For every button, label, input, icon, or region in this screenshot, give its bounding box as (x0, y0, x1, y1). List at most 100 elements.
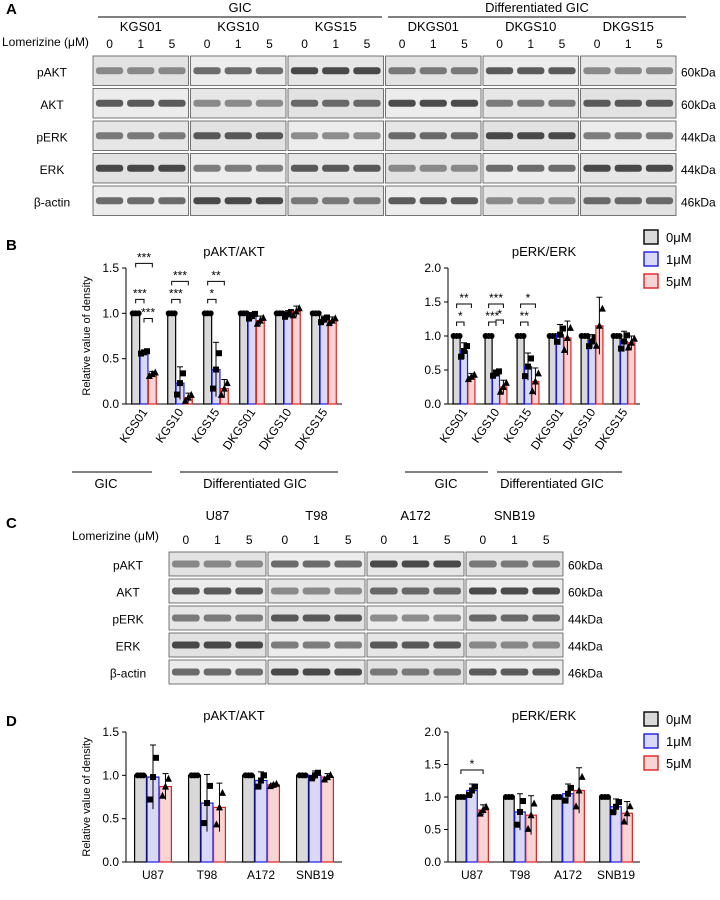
chart-point (572, 802, 580, 810)
blot-sample-label: KGS15 (315, 19, 357, 34)
chart-significance-bracket (135, 262, 153, 268)
chart-bar (241, 774, 256, 863)
blot-band (450, 164, 479, 172)
chart-point (472, 783, 478, 790)
blot-band (302, 641, 331, 649)
blot-sample-label: SNB19 (494, 508, 535, 523)
chart-point (623, 809, 631, 817)
chart-y-tick-label: 0.0 (102, 397, 119, 411)
chart-point (556, 794, 563, 800)
chart-point (514, 821, 520, 828)
chart-b1-group-gic: GIC (94, 476, 117, 491)
blot-band (468, 587, 497, 595)
chart-significance-label: * (497, 307, 502, 321)
blot-strip (366, 605, 465, 631)
blot-band (270, 641, 299, 649)
chart-x-tick-label: SNB19 (597, 868, 635, 882)
chart-y-tick-label: 1.5 (102, 725, 119, 739)
chart-title: pERK/ERK (512, 244, 577, 259)
legend-label: 1μM (666, 252, 692, 267)
chart-point (252, 310, 258, 317)
chart-b2-group-gic: GIC (434, 476, 457, 491)
blot-band (203, 668, 232, 676)
blot-dose-label: 1 (527, 37, 534, 51)
chart-point (467, 372, 475, 380)
blot-dose-label: 1 (313, 533, 320, 547)
chart-point (595, 321, 603, 329)
blot-band (255, 197, 284, 205)
chart-significance-bracket (488, 303, 504, 308)
chart-point (627, 338, 635, 346)
blot-band (548, 99, 576, 107)
blot-band (500, 614, 529, 622)
blot-band (583, 164, 611, 172)
chart-bar (477, 809, 489, 863)
chart-bar (283, 313, 293, 405)
blot-row-label: pERK (36, 130, 67, 144)
chart-point (215, 803, 223, 811)
chart-bar (187, 774, 202, 863)
chart-point (135, 310, 142, 317)
blot-band (171, 560, 200, 568)
chart-y-tick-label: 1.0 (102, 768, 119, 782)
blot-band (290, 197, 319, 205)
chart-point (171, 310, 178, 317)
blot-dose-label: 0 (281, 533, 288, 547)
blot-band (203, 587, 232, 595)
chart-point (212, 820, 220, 828)
chart-ylabel: Relative value of density (81, 737, 93, 857)
blot-dose-label: 0 (479, 533, 486, 547)
legend-label: 0μM (666, 230, 692, 245)
blot-band (193, 197, 221, 205)
chart-point (324, 314, 330, 321)
blot-band (369, 560, 398, 568)
blot-band (270, 614, 299, 622)
blot-band (302, 668, 331, 676)
legend-label: 0μM (666, 712, 692, 727)
blot-band (302, 614, 331, 622)
chart-point (147, 796, 153, 803)
blot-strip (190, 88, 287, 119)
blot-band (171, 587, 200, 595)
chart-significance-bracket (207, 298, 217, 304)
chart-title: pERK/ERK (512, 708, 577, 723)
blot-strip (92, 55, 189, 86)
chart-x-tick-label: T98 (510, 868, 531, 882)
chart-bar (131, 312, 141, 405)
chart-title: pAKT/AKT (203, 244, 264, 259)
chart-point (248, 772, 255, 779)
blot-band (235, 668, 264, 676)
blot-dose-label: 5 (246, 533, 253, 547)
blot-band (95, 99, 124, 107)
chart-point (288, 309, 294, 316)
blot-dose-label: 0 (204, 37, 211, 51)
chart-point (217, 390, 225, 398)
chart-significance-label: ** (520, 309, 530, 323)
blot-band (548, 164, 576, 172)
blot-dose-label: 5 (169, 37, 176, 51)
blot-band (532, 587, 561, 595)
blot-band (419, 132, 447, 140)
blot-strip (482, 185, 579, 216)
chart-point (289, 311, 297, 319)
blot-size-label: 44kDa (568, 613, 603, 627)
blot-band (450, 99, 479, 107)
chart-y-tick-label: 0.5 (102, 352, 119, 366)
blot-band (517, 197, 545, 205)
blot-band (158, 164, 186, 172)
blot-band (334, 614, 363, 622)
chart-y-tick-label: 1.5 (424, 295, 441, 309)
chart-point (520, 333, 527, 339)
blot-band (450, 132, 479, 140)
chart-point (560, 345, 568, 353)
chart-point (261, 772, 267, 779)
blot-band (401, 641, 430, 649)
chart-point (460, 794, 467, 800)
chart-point (461, 347, 467, 354)
chart-significance-bracket (520, 303, 536, 308)
panel-label-a: A (6, 1, 17, 18)
blot-band (614, 67, 642, 75)
chart-point (150, 774, 156, 781)
chart-significance-bracket (456, 321, 465, 326)
